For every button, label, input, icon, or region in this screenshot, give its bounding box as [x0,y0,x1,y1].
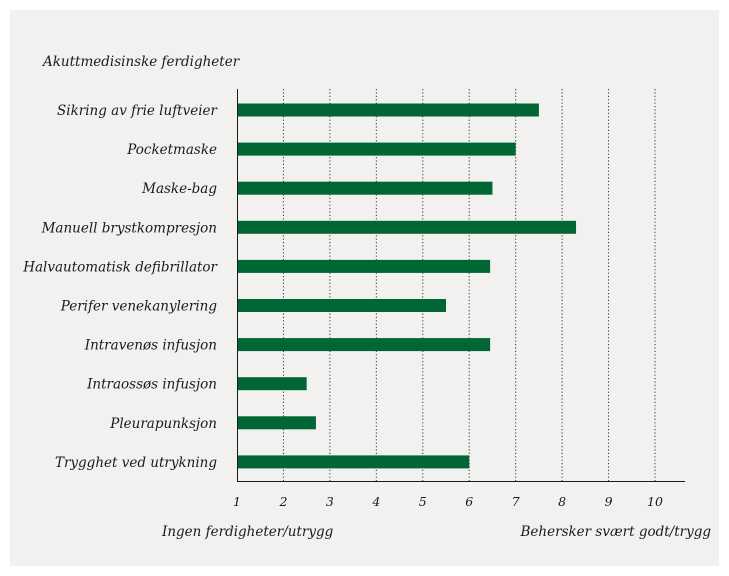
bar [237,259,491,273]
category-label: Pleurapunksjon [109,416,217,432]
x-tick-label: 8 [558,494,566,509]
x-tick-label: 2 [278,494,287,509]
chart-title: Akuttmedisinske ferdigheter [41,54,241,70]
min-label: Ingen ferdigheter/utrygg [161,524,334,540]
max-label: Behersker svært godt/trygg [520,524,712,540]
x-tick-labels: 1 2 3 4 5 6 7 8 9 10 [233,494,663,509]
category-label: Sikring av frie luftveier [57,103,219,119]
bar [237,220,577,234]
category-label: Perifer venekanylering [60,299,218,315]
x-tick-label: 3 [326,494,334,509]
bar [237,455,470,469]
chart-panel [10,10,719,566]
x-tick-label: 6 [465,494,473,509]
x-tick-label: 9 [605,494,613,509]
bar [237,181,493,195]
category-label: Halvautomatisk defibrillator [22,259,218,275]
bars [237,103,577,469]
bar [237,299,446,312]
x-tick-label: 7 [512,494,520,509]
category-label: Intraossøs infusjon [86,377,217,393]
category-label: Maske-bag [141,181,217,197]
bar [237,338,491,352]
category-labels: Sikring av frie luftveier Pocketmaske Mask… [22,103,218,471]
x-tick-label: 4 [371,494,380,509]
x-tick-label: 10 [647,494,663,509]
x-tick-label: 1 [233,494,241,509]
category-label: Intravenøs infusjon [84,338,217,354]
category-label: Trygghet ved utrykning [55,455,217,471]
category-label: Manuell brystkompresjon [41,220,217,236]
bar [237,416,316,430]
bar [237,142,516,156]
category-label: Pocketmaske [126,142,217,158]
bar [237,377,307,391]
x-tick-label: 5 [419,494,427,509]
bar [237,103,539,117]
